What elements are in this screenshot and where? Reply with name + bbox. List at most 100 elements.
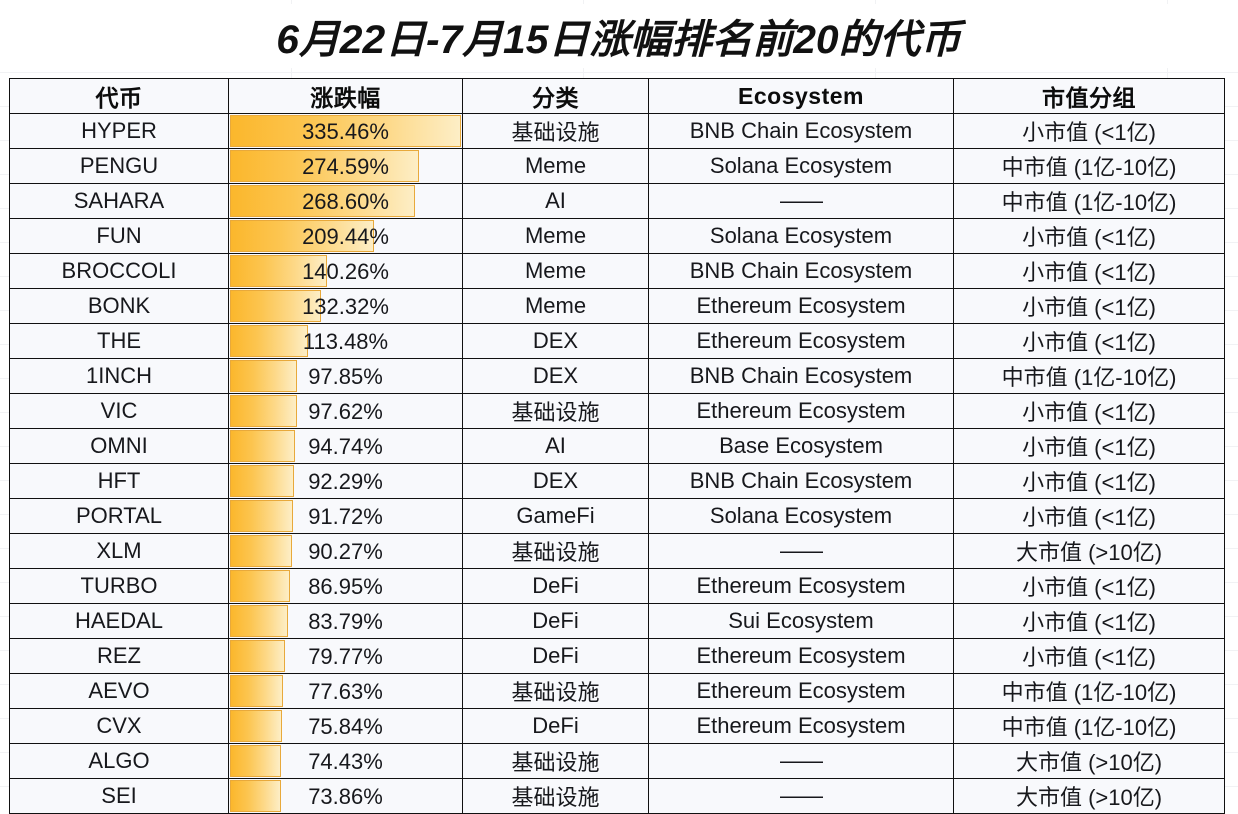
cell-mcap-group: 小市值 (<1亿) (953, 603, 1225, 639)
cell-change-databar: 77.63% (228, 673, 463, 709)
cell-symbol: PORTAL (9, 498, 229, 534)
cell-category: AI (462, 183, 649, 219)
change-value-label: 209.44% (302, 223, 389, 249)
cell-ecosystem: BNB Chain Ecosystem (648, 358, 954, 394)
table-row: AEVO 77.63% 基础设施 Ethereum Ecosystem 中市值 (1亿-… (9, 673, 1225, 709)
change-value-label: 274.59% (302, 153, 389, 179)
table-row: THE 113.48% DEX Ethereum Ecosystem 小市值 (<1亿) (9, 323, 1225, 359)
cell-category: DEX (462, 358, 649, 394)
cell-mcap-group: 小市值 (<1亿) (953, 638, 1225, 674)
databar-fill (230, 710, 283, 742)
databar-fill (230, 325, 309, 357)
cell-mcap-group: 小市值 (<1亿) (953, 218, 1225, 254)
cell-change-databar: 132.32% (228, 288, 463, 324)
cell-change-databar: 113.48% (228, 323, 463, 359)
change-value-label: 94.74% (308, 433, 383, 459)
cell-category: DeFi (462, 708, 649, 744)
cell-ecosystem: BNB Chain Ecosystem (648, 463, 954, 499)
cell-ecosystem: Ethereum Ecosystem (648, 288, 954, 324)
cell-change-databar: 92.29% (228, 463, 463, 499)
change-value-label: 97.85% (308, 363, 383, 389)
cell-ecosystem: Solana Ecosystem (648, 148, 954, 184)
cell-mcap-group: 小市值 (<1亿) (953, 288, 1225, 324)
cell-mcap-group: 中市值 (1亿-10亿) (953, 358, 1225, 394)
table-row: HAEDAL 83.79% DeFi Sui Ecosystem 小市值 (<1亿) (9, 603, 1225, 639)
table-row: PORTAL 91.72% GameFi Solana Ecosystem 小市值 (<… (9, 498, 1225, 534)
cell-ecosystem: Base Ecosystem (648, 428, 954, 464)
cell-symbol: SAHARA (9, 183, 229, 219)
databar-fill (230, 430, 296, 462)
cell-ecosystem: —— (648, 778, 954, 814)
databar-track (230, 360, 461, 392)
table-row: XLM 90.27% 基础设施 —— 大市值 (>10亿) (9, 533, 1225, 569)
table-row: PENGU 274.59% Meme Solana Ecosystem 中市值 (1亿-… (9, 148, 1225, 184)
cell-symbol: VIC (9, 393, 229, 429)
cell-category: GameFi (462, 498, 649, 534)
cell-change-databar: 209.44% (228, 218, 463, 254)
cell-change-databar: 335.46% (228, 113, 463, 149)
empty-dash: —— (780, 538, 823, 563)
cell-mcap-group: 小市值 (<1亿) (953, 428, 1225, 464)
cell-category: 基础设施 (462, 113, 649, 149)
cell-symbol: HFT (9, 463, 229, 499)
change-value-label: 79.77% (308, 643, 383, 669)
databar-fill (230, 535, 293, 567)
cell-symbol: FUN (9, 218, 229, 254)
table-row: VIC 97.62% 基础设施 Ethereum Ecosystem 小市值 (<1亿) (9, 393, 1225, 429)
cell-symbol: REZ (9, 638, 229, 674)
databar-fill (230, 115, 461, 147)
table-row: REZ 79.77% DeFi Ethereum Ecosystem 小市值 (<1亿) (9, 638, 1225, 674)
column-header-category[interactable]: 分类 (462, 78, 649, 114)
cell-change-databar: 94.74% (228, 428, 463, 464)
table-row: HYPER 335.46% 基础设施 BNB Chain Ecosystem 小市值 (… (9, 113, 1225, 149)
token-ranking-table: 代币 涨跌幅 分类 Ecosystem 市值分组 HYPER 335.46% 基础设… (9, 78, 1225, 814)
cell-category: 基础设施 (462, 778, 649, 814)
cell-mcap-group: 小市值 (<1亿) (953, 498, 1225, 534)
cell-ecosystem: Ethereum Ecosystem (648, 568, 954, 604)
table-row: SEI 73.86% 基础设施 —— 大市值 (>10亿) (9, 778, 1225, 814)
databar-track (230, 570, 461, 602)
cell-change-databar: 91.72% (228, 498, 463, 534)
databar-track (230, 745, 461, 777)
change-value-label: 140.26% (302, 258, 389, 284)
cell-ecosystem: Ethereum Ecosystem (648, 673, 954, 709)
cell-category: 基础设施 (462, 673, 649, 709)
column-header-symbol[interactable]: 代币 (9, 78, 229, 114)
cell-category: 基础设施 (462, 393, 649, 429)
databar-track (230, 325, 461, 357)
cell-ecosystem: Sui Ecosystem (648, 603, 954, 639)
column-header-ecosystem[interactable]: Ecosystem (648, 78, 954, 114)
cell-change-databar: 97.85% (228, 358, 463, 394)
databar-track (230, 675, 461, 707)
change-value-label: 113.48% (302, 328, 389, 354)
databar-fill (230, 570, 290, 602)
table-row: HFT 92.29% DEX BNB Chain Ecosystem 小市值 (<1亿) (9, 463, 1225, 499)
cell-change-databar: 83.79% (228, 603, 463, 639)
databar-fill (230, 395, 298, 427)
databar-fill (230, 675, 284, 707)
column-header-mcap-group[interactable]: 市值分组 (953, 78, 1225, 114)
cell-mcap-group: 小市值 (<1亿) (953, 323, 1225, 359)
cell-change-databar: 74.43% (228, 743, 463, 779)
databar-track (230, 605, 461, 637)
cell-category: DeFi (462, 603, 649, 639)
title-bar: 6月22日-7月15日涨幅排名前20的代币 (0, 4, 1238, 68)
cell-category: 基础设施 (462, 533, 649, 569)
table-header-row: 代币 涨跌幅 分类 Ecosystem 市值分组 (9, 78, 1225, 114)
change-value-label: 90.27% (308, 538, 383, 564)
databar-track (230, 500, 461, 532)
cell-symbol: TURBO (9, 568, 229, 604)
cell-change-databar: 90.27% (228, 533, 463, 569)
databar-fill (230, 640, 285, 672)
databar-track (230, 150, 461, 182)
cell-category: Meme (462, 218, 649, 254)
cell-mcap-group: 小市值 (<1亿) (953, 568, 1225, 604)
cell-symbol: BONK (9, 288, 229, 324)
databar-fill (230, 150, 420, 182)
databar-track (230, 220, 461, 252)
cell-mcap-group: 大市值 (>10亿) (953, 533, 1225, 569)
table-body: HYPER 335.46% 基础设施 BNB Chain Ecosystem 小市值 (… (9, 113, 1225, 814)
cell-mcap-group: 中市值 (1亿-10亿) (953, 708, 1225, 744)
column-header-change[interactable]: 涨跌幅 (228, 78, 463, 114)
databar-track (230, 535, 461, 567)
